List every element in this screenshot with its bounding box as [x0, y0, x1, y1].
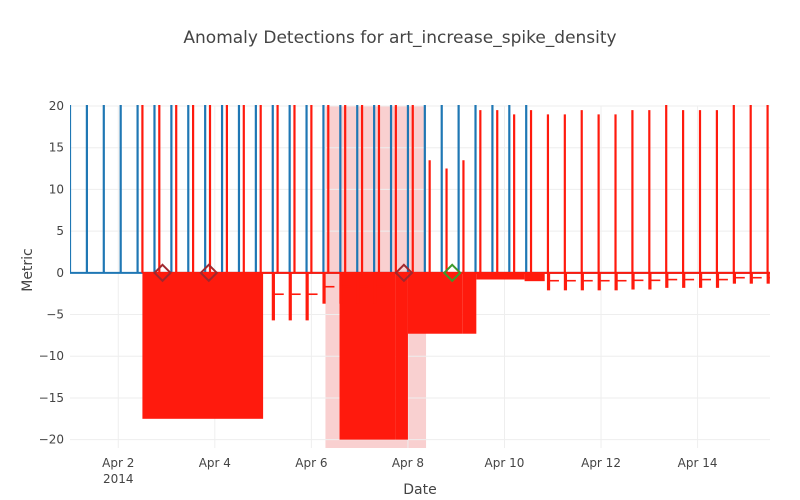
residual-block: [395, 272, 408, 440]
residual-dip: [631, 272, 635, 290]
x-tick-label: Apr 12: [581, 456, 621, 470]
residual-dip: [373, 272, 377, 304]
residual-dip: [580, 272, 584, 291]
y-tick-label: 10: [49, 182, 64, 196]
residual-block: [339, 272, 396, 440]
residual-dip: [563, 272, 568, 291]
x-axis-title: Date: [403, 482, 437, 498]
residual-block: [407, 272, 463, 334]
residual-dip: [356, 272, 360, 304]
x-tick-sublabel: 2014: [103, 472, 134, 486]
residual-block: [142, 272, 245, 419]
anomaly-marker: [199, 263, 219, 283]
residual-dip: [339, 272, 343, 304]
residual-block: [462, 272, 477, 334]
residual-dip: [682, 272, 686, 288]
residual-dip: [766, 272, 770, 284]
x-tick-label: Apr 2: [102, 456, 134, 470]
y-tick-label: −20: [39, 433, 64, 447]
y-tick-label: −15: [39, 391, 64, 405]
residual-dip: [614, 272, 618, 291]
residual-dip: [597, 272, 601, 291]
y-axis-title: Metric: [20, 248, 36, 292]
y-tick-label: 5: [56, 224, 64, 238]
series-group: [70, 105, 770, 440]
residual-dip: [715, 272, 720, 288]
residual-dip: [665, 272, 669, 288]
residual-block: [524, 272, 545, 282]
chart-title: Anomaly Detections for art_increase_spik…: [183, 28, 617, 48]
x-tick-label: Apr 14: [678, 456, 718, 470]
y-tick-label: 0: [56, 266, 64, 280]
residual-dip: [732, 272, 736, 284]
residual-dip: [288, 272, 292, 321]
residual-dip: [305, 272, 309, 321]
anomaly-marker: [153, 263, 172, 283]
x-tick-label: Apr 6: [295, 456, 327, 470]
residual-block: [476, 272, 525, 280]
detected-anomaly-marker: [442, 263, 462, 283]
y-tick-label: −5: [46, 308, 64, 322]
x-tick-label: Apr 8: [392, 456, 424, 470]
y-tick-label: −10: [39, 349, 64, 363]
residual-dip: [648, 272, 652, 290]
residual-dip: [749, 272, 753, 284]
y-tick-label: 20: [49, 99, 64, 113]
y-tick-label: 15: [49, 141, 64, 155]
residual-dip: [271, 272, 275, 321]
residual-dip: [322, 272, 326, 304]
residual-dip: [546, 272, 551, 291]
anomaly-marker: [394, 263, 414, 283]
x-tick-label: Apr 10: [485, 456, 525, 470]
residual-block: [245, 272, 264, 419]
residual-dip: [699, 272, 703, 288]
x-tick-label: Apr 4: [199, 456, 231, 470]
